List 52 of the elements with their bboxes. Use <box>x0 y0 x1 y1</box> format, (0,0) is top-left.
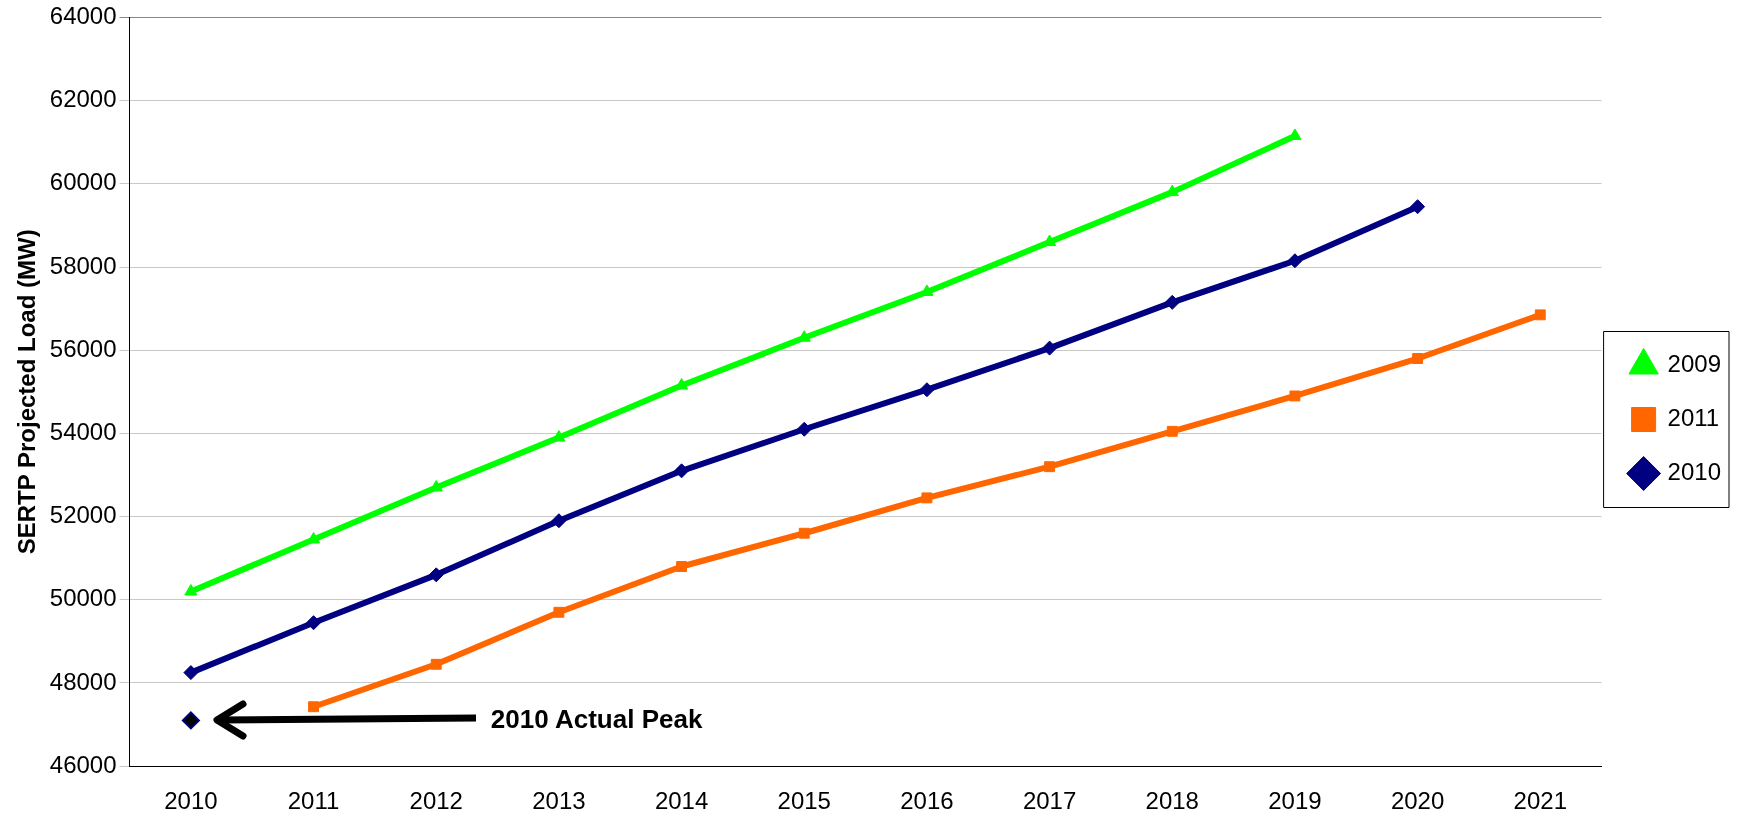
point <box>919 382 935 398</box>
x-tick-label: 2016 <box>900 787 954 815</box>
point <box>1412 353 1424 364</box>
y-tick-label: 46000 <box>49 750 117 778</box>
legend-label: 2011 <box>1667 404 1720 432</box>
point <box>1042 340 1058 356</box>
x-tick-label: 2020 <box>1390 787 1445 815</box>
point <box>1287 253 1303 269</box>
y-tick-label: 58000 <box>49 251 117 279</box>
y-tick-label: 52000 <box>49 501 117 529</box>
point <box>1410 199 1426 215</box>
point <box>1289 390 1301 402</box>
y-tick-label: 50000 <box>49 584 117 612</box>
point <box>921 492 933 504</box>
x-tick-label: 2021 <box>1513 787 1567 815</box>
legend-label: 2010 <box>1667 458 1721 486</box>
point <box>1166 425 1178 437</box>
x-tick-label: 2019 <box>1268 787 1322 815</box>
x-tick-label: 2017 <box>1022 787 1077 815</box>
y-tick-label: 56000 <box>49 334 117 362</box>
y-tick-label: 48000 <box>49 667 117 695</box>
point <box>308 701 319 713</box>
point <box>183 665 199 681</box>
y-tick-label: 60000 <box>49 168 117 196</box>
point <box>428 567 444 583</box>
point <box>796 421 812 437</box>
point <box>1043 234 1057 247</box>
point <box>676 561 688 572</box>
legend-label: 2009 <box>1667 350 1721 378</box>
point <box>798 527 810 539</box>
x-tick-label: 2011 <box>287 787 340 815</box>
annotation: 2010 Actual Peak <box>490 703 703 734</box>
point <box>306 615 322 631</box>
point <box>1164 294 1180 310</box>
point <box>674 463 690 479</box>
x-tick-label: 2013 <box>532 787 586 815</box>
point <box>1044 461 1056 473</box>
x-tick-label: 2015 <box>777 787 831 815</box>
y-tick-label: 64000 <box>49 2 117 30</box>
point <box>551 513 567 529</box>
y-tick-label: 54000 <box>49 418 117 446</box>
point <box>184 583 198 596</box>
point <box>553 606 565 618</box>
x-tick-label: 2010 <box>164 787 218 815</box>
x-tick-label: 2012 <box>409 787 463 815</box>
point <box>430 658 442 670</box>
y-tick-label: 62000 <box>49 85 117 113</box>
y-axis-title: SERTP Projected Load (MW) <box>13 229 41 555</box>
point <box>1534 309 1546 321</box>
x-tick-label: 2014 <box>654 787 709 815</box>
x-tick-label: 2018 <box>1145 787 1199 815</box>
point <box>181 711 200 730</box>
